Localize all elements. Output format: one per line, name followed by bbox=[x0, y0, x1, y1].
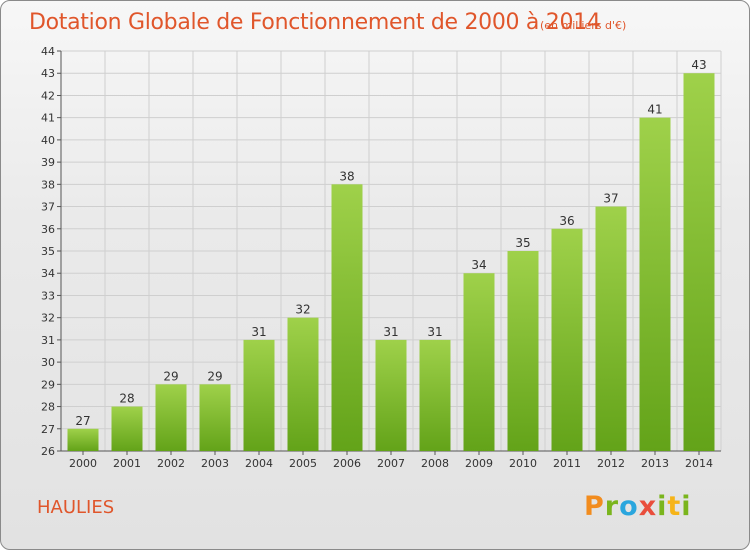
x-tick-label: 2007 bbox=[377, 457, 405, 470]
data-label: 36 bbox=[559, 214, 574, 228]
data-label: 31 bbox=[251, 325, 266, 339]
y-tick-label: 27 bbox=[41, 423, 55, 436]
y-tick-label: 26 bbox=[41, 445, 55, 458]
x-tick-label: 2011 bbox=[553, 457, 581, 470]
data-label: 27 bbox=[75, 414, 90, 428]
y-tick-label: 41 bbox=[41, 112, 55, 125]
bar bbox=[67, 428, 99, 451]
data-label: 37 bbox=[603, 192, 618, 206]
x-tick-label: 2005 bbox=[289, 457, 317, 470]
x-tick-labels: 2000 2001 2002 2003 2004 2005 2006 2007 2008 2009… bbox=[69, 457, 713, 470]
y-tick-label: 28 bbox=[41, 401, 55, 414]
data-label: 35 bbox=[515, 236, 530, 250]
x-tick-label: 2004 bbox=[245, 457, 273, 470]
y-tick-label: 30 bbox=[41, 356, 55, 369]
bar bbox=[419, 339, 451, 451]
x-tick-label: 2006 bbox=[333, 457, 361, 470]
x-tick-label: 2001 bbox=[113, 457, 141, 470]
proxiti-logo: Proxiti bbox=[584, 491, 692, 522]
y-tick-labels: 26 27 28 29 30 31 32 33 34 35 36 37 38 39 40 41 42 43 44 bbox=[41, 45, 55, 458]
data-label: 29 bbox=[163, 369, 178, 383]
x-tick-label: 2009 bbox=[465, 457, 493, 470]
data-labels: 27 28 29 29 31 32 38 31 31 34 35 36 37 41 43 bbox=[75, 58, 706, 428]
y-tick-label: 31 bbox=[41, 334, 55, 347]
x-tick-label: 2000 bbox=[69, 457, 97, 470]
bar bbox=[111, 406, 143, 451]
bar bbox=[551, 228, 583, 451]
bar bbox=[287, 317, 319, 451]
bar bbox=[463, 273, 495, 451]
x-tick-label: 2014 bbox=[685, 457, 713, 470]
y-tick-label: 35 bbox=[41, 245, 55, 258]
bar bbox=[155, 384, 187, 451]
data-label: 28 bbox=[119, 392, 134, 406]
y-tick-label: 44 bbox=[41, 45, 55, 58]
x-tick-label: 2003 bbox=[201, 457, 229, 470]
chart-title: Dotation Globale de Fonctionnement de 20… bbox=[29, 10, 601, 35]
x-tick-label: 2013 bbox=[641, 457, 669, 470]
bar bbox=[375, 339, 407, 451]
bars bbox=[67, 73, 715, 452]
bar bbox=[331, 184, 363, 452]
y-tick-label: 29 bbox=[41, 378, 55, 391]
y-tick-label: 36 bbox=[41, 223, 55, 236]
x-tick-label: 2012 bbox=[597, 457, 625, 470]
y-tick-label: 34 bbox=[41, 267, 55, 280]
y-tick-label: 37 bbox=[41, 201, 55, 214]
x-tick-label: 2010 bbox=[509, 457, 537, 470]
units-label: (en milliers d'€) bbox=[540, 19, 627, 32]
y-tick-label: 38 bbox=[41, 178, 55, 191]
x-tick-label: 2002 bbox=[157, 457, 185, 470]
data-label: 38 bbox=[339, 169, 354, 183]
y-tick-label: 40 bbox=[41, 134, 55, 147]
bar bbox=[595, 206, 627, 451]
y-tick-label: 33 bbox=[41, 289, 55, 302]
commune-name: HAULIES bbox=[37, 497, 115, 518]
data-label: 43 bbox=[691, 58, 706, 72]
data-label: 32 bbox=[295, 303, 310, 317]
data-label: 31 bbox=[427, 325, 442, 339]
x-tick-label: 2008 bbox=[421, 457, 449, 470]
bar bbox=[243, 339, 275, 451]
y-tick-label: 39 bbox=[41, 156, 55, 169]
bar bbox=[683, 73, 715, 451]
data-label: 34 bbox=[471, 258, 486, 272]
bar bbox=[639, 117, 671, 452]
bar bbox=[199, 384, 231, 451]
data-label: 31 bbox=[383, 325, 398, 339]
y-tick-label: 32 bbox=[41, 312, 55, 325]
y-tick-label: 43 bbox=[41, 67, 55, 80]
data-label: 29 bbox=[207, 369, 222, 383]
data-label: 41 bbox=[647, 103, 662, 117]
bar bbox=[507, 251, 539, 451]
y-tick-label: 42 bbox=[41, 89, 55, 102]
